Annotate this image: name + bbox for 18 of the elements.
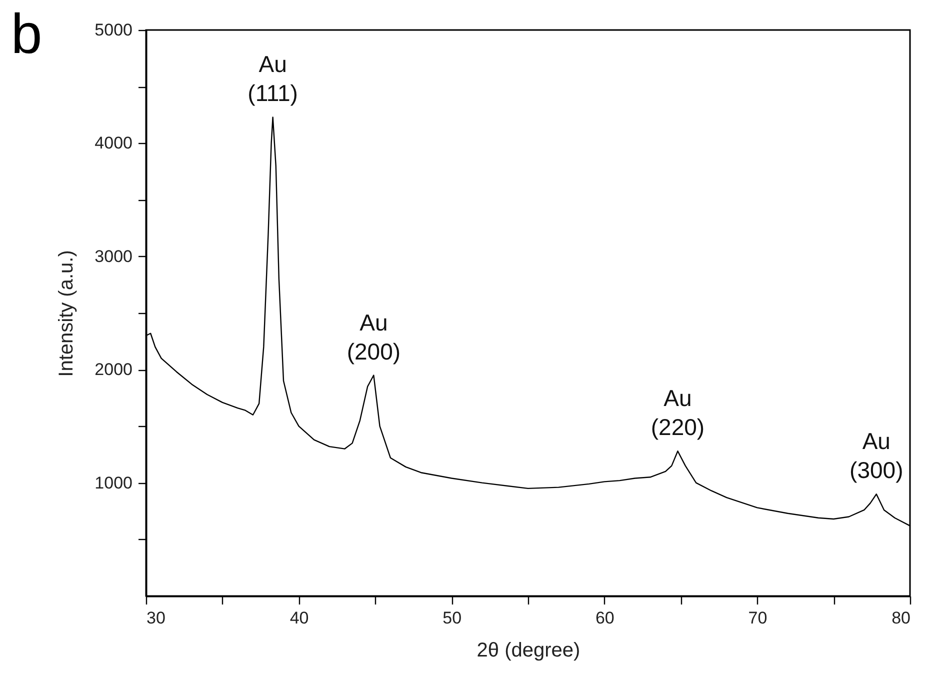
y-tick-label: 1000 <box>94 473 132 492</box>
y-tick-label: 5000 <box>94 20 132 40</box>
y-tick-label: 4000 <box>94 134 132 153</box>
annotation: Au (200) <box>346 309 401 364</box>
y-tick-label: 3000 <box>94 246 132 266</box>
x-tick-label: 50 <box>442 608 462 628</box>
x-tick-label: 30 <box>146 608 166 628</box>
x-tick-label: 80 <box>892 608 910 628</box>
y-axis-title: Intensity (a.u.) <box>56 250 78 377</box>
x-tick-label: 40 <box>290 608 309 628</box>
chart-title: b <box>11 2 42 65</box>
annotation: Au (300) <box>850 428 904 484</box>
y-tick-label: 2000 <box>94 360 132 380</box>
annotation: Au (220) <box>650 385 705 440</box>
annotation: Au (111) <box>248 51 298 106</box>
x-tick-label: 70 <box>748 608 768 628</box>
x-axis-title: 2θ (degree) <box>476 640 580 662</box>
x-tick-label: 60 <box>595 608 614 628</box>
